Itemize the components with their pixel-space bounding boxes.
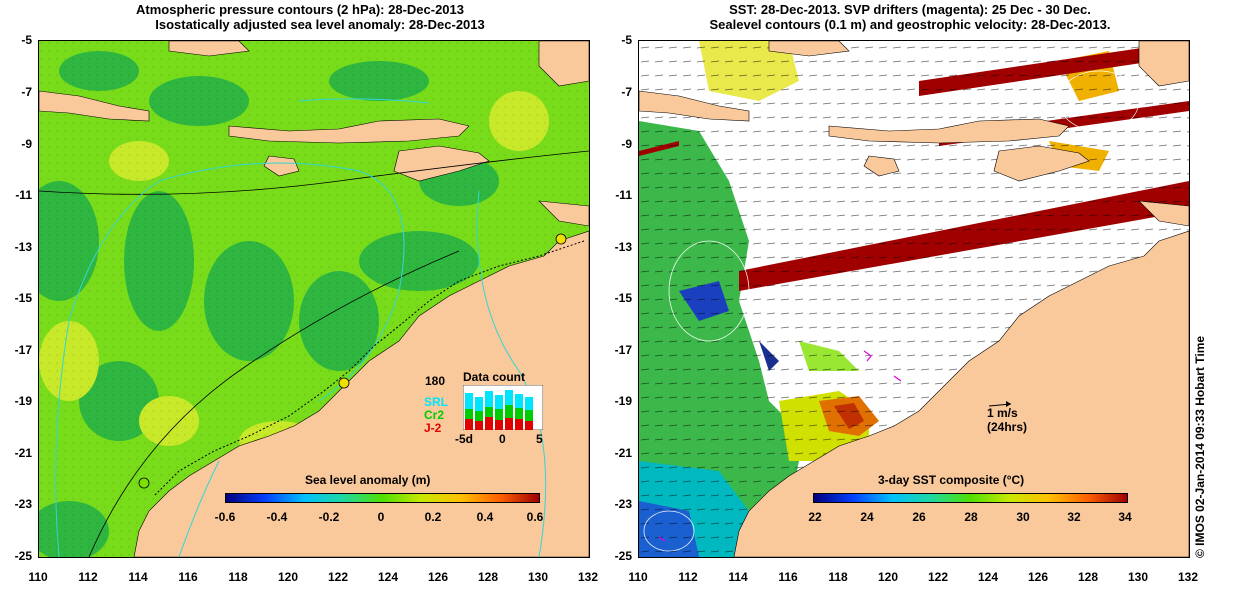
sealevel-contours [643,70,1140,552]
y-tick: -15 [614,291,632,305]
right-title-line2: Sealevel contours (0.1 m) and geostrophi… [709,17,1111,32]
left-cb-tick: 0.2 [424,510,442,524]
pressure-contours [39,150,589,557]
australia-land-right [733,230,1189,557]
inset-legend-cr2: Cr2 [424,408,445,422]
right-colorbar [813,493,1128,503]
indonesia-islands-right [639,41,1189,227]
right-cb-tick: 24 [860,510,874,524]
y-tick: -5 [621,33,632,47]
x-tick: 126 [427,570,449,584]
x-tick: 120 [277,570,299,584]
x-tick: 114 [128,570,148,584]
x-tick: 130 [527,570,549,584]
y-tick: -15 [14,291,32,305]
left-title-line1: Atmospheric pressure contours (2 hPa): 2… [136,2,464,17]
y-tick: -5 [21,33,32,47]
sea-level-anomaly-map [39,41,589,557]
right-cb-tick: 32 [1067,510,1081,524]
left-title-line2: Isostatically adjusted sea level anomaly… [155,17,485,32]
x-tick: 114 [728,570,748,584]
inset-legend-j2: J-2 [424,421,442,435]
y-tick: -9 [621,137,632,151]
inset-legend-srl: SRL [424,395,448,409]
inset-xtick-0: 0 [499,432,506,446]
x-tick: 126 [1027,570,1049,584]
left-cb-tick: -0.4 [266,510,288,524]
inset-title: Data count [463,370,526,384]
x-tick: 124 [977,570,999,584]
x-tick: 132 [1177,570,1199,584]
data-count-histogram [463,385,543,430]
right-colorbar-title: 3-day SST composite (°C) [878,473,1025,487]
left-cb-tick: 0.6 [526,510,544,524]
tide-gauge-2 [338,377,350,389]
x-tick: 128 [477,570,499,584]
inset-count-label: 180 [425,374,446,388]
right-cb-tick: 34 [1118,510,1132,524]
coast-dotted-line [153,240,585,497]
left-cb-tick: 0.4 [476,510,494,524]
left-cb-tick: -0.2 [318,510,340,524]
x-tick: 110 [28,570,48,584]
y-tick: -13 [614,240,632,254]
right-cb-tick: 26 [912,510,926,524]
left-cb-tick: 0 [377,510,385,524]
indonesia-islands [39,41,589,227]
left-cb-tick: -0.6 [214,510,236,524]
y-tick: -21 [14,446,32,460]
y-tick: -7 [21,85,32,99]
y-tick: -25 [14,549,32,563]
y-tick: -17 [614,343,632,357]
australia-land [133,230,589,557]
y-tick: -19 [614,394,632,408]
x-tick: 118 [828,570,848,584]
drifter-tracks [658,350,902,542]
inset-xtick-5: 5 [536,432,543,446]
y-tick: -11 [15,188,32,202]
x-tick: 122 [927,570,949,584]
y-tick: -19 [14,394,32,408]
x-tick: 112 [78,570,98,584]
inset-xtick-minus5: -5d [455,432,473,446]
y-tick: -9 [21,137,32,151]
imos-credit: © IMOS 02-Jan-2014 09:33 Hobart Time [1193,335,1207,558]
left-map-panel [38,40,590,558]
tide-gauge-1 [555,233,567,245]
right-cb-tick: 22 [808,510,822,524]
y-tick: -23 [14,497,32,511]
y-tick: -13 [14,240,32,254]
y-tick: -17 [14,343,32,357]
x-tick: 124 [377,570,399,584]
tide-gauge-3 [138,477,150,489]
right-title-line1: SST: 28-Dec-2013. SVP drifters (magenta)… [729,2,1091,17]
x-tick: 116 [178,570,198,584]
x-tick: 118 [228,570,248,584]
x-tick: 132 [577,570,599,584]
x-tick: 120 [877,570,899,584]
y-tick: -21 [614,446,632,460]
x-tick: 128 [1077,570,1099,584]
right-cb-tick: 30 [1016,510,1030,524]
bathymetry-contours [55,98,547,557]
sst-map [639,41,1189,557]
y-tick: -7 [621,85,632,99]
x-tick: 110 [628,570,648,584]
x-tick: 130 [1127,570,1149,584]
y-tick: -23 [614,497,632,511]
velocity-scale-sublabel: (24hrs) [987,420,1028,434]
y-tick: -11 [615,188,632,202]
right-map-panel [638,40,1190,558]
x-tick: 122 [327,570,349,584]
histogram-bars [465,390,533,430]
velocity-scale-label: 1 m/s [987,406,1018,420]
x-tick: 116 [778,570,798,584]
left-colorbar-title: Sea level anomaly (m) [305,473,431,487]
left-colorbar [225,493,540,503]
y-tick: -25 [614,549,632,563]
right-cb-tick: 28 [964,510,978,524]
x-tick: 112 [678,570,698,584]
